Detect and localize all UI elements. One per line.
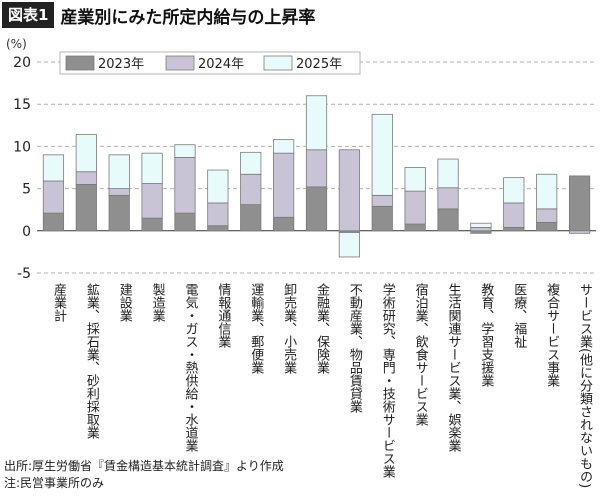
bar-segment [338,232,360,258]
x-category-label: 教育、学習支援業 [478,282,494,387]
bar-segment [371,194,393,207]
x-category-label: 学術研究、専門・技術サービス業 [380,282,396,478]
bar-segment [404,190,426,225]
bar-segment [240,151,262,175]
x-category-label: サービス業(他に分類されないもの) [577,283,593,488]
y-tick-label: 20 [13,55,31,71]
bar-segment [568,175,591,232]
legend-swatch [65,55,95,71]
bar-segment [108,194,130,232]
bar-segment [305,186,328,232]
x-category-label: 情報通信業 [215,283,231,348]
bar-segment [536,173,558,210]
y-tick-label: 0 [22,224,31,240]
bar-segment [371,113,393,196]
bar-segment [404,223,426,232]
bar-segment [503,202,525,228]
bar-segment [174,156,196,214]
bar-segment [338,149,360,232]
bar-segment [174,144,196,158]
bar-segment [305,95,328,151]
source-note: 出所:厚生労働省『賃金構造基本統計調査』より作成 [4,459,284,473]
legend-label: 2023年 [98,57,144,72]
y-tick-label: 5 [22,182,31,198]
bar-segment [240,173,262,206]
legend-swatch [165,55,195,71]
x-category-label: 運輸業、郵便業 [248,283,264,374]
legend-swatch [263,55,293,71]
bar-segment [75,134,97,173]
bar-segment [470,227,492,232]
bar-segment [240,204,262,232]
bar-segment [437,158,459,189]
bar-segment [568,230,591,234]
bar-segment [273,216,295,232]
bar-segment [404,167,426,192]
legend-label: 2024年 [198,57,244,72]
x-category-label: 医療、福祉 [511,283,527,349]
bar-segment [305,149,328,188]
x-category-label: 製造業 [150,283,166,322]
bar-segment [42,180,65,214]
bar-segment [273,152,295,218]
chart-title: 産業別にみた所定内給与の上昇率 [60,7,316,28]
y-tick-label: -5 [17,266,31,282]
bar-segment [207,225,229,232]
x-category-label: 複合サービス事業 [544,282,560,387]
bar-segment [75,171,97,185]
x-category-label: 卸売業、小売業 [281,282,297,374]
bar-segment [141,217,163,232]
footnote: 注:民営事業所のみ [4,476,105,490]
bar-segment [75,183,97,232]
bar-segment [273,139,295,154]
bar-segment [141,183,163,219]
bar-segment [470,222,492,228]
x-category-label: 不動産業、物品賃貸業 [347,283,363,413]
bar-segment [503,177,525,204]
bar-segment [42,212,65,232]
x-category-label: 宿泊業、飲食サービス業 [413,282,429,426]
bar-segment [536,208,558,223]
title-bar: 図表1 産業別にみた所定内給与の上昇率 [0,0,600,30]
bar-segment [141,152,163,184]
bar-segment [207,202,229,227]
x-category-label: 金融業、保険業 [314,282,330,374]
bar-segment [42,154,65,182]
legend-label: 2025年 [296,57,342,72]
bar-segment [108,188,130,196]
x-category-label: 電気・ガス・熱供給・水道業 [182,283,198,452]
bar-segment [437,208,459,232]
x-category-label: 産業計 [51,282,67,322]
y-tick-label: 10 [13,139,31,155]
bar-segment [207,169,229,204]
y-tick-label: 15 [13,97,31,113]
bar-segment [371,205,393,232]
bar-segment [536,221,558,232]
x-category-label: 生活関連サービス業、娯楽業 [446,283,462,452]
bar-segment [174,212,196,232]
bar-segment [437,187,459,210]
bar-segment [108,154,130,189]
x-category-label: 建設業 [117,283,132,322]
y-axis-unit-label: (%) [6,37,27,51]
x-category-label: 鉱業、採石業、砂利採取業 [84,282,100,439]
bar-segment [503,227,525,232]
figure-tag: 図表1 [2,2,55,28]
